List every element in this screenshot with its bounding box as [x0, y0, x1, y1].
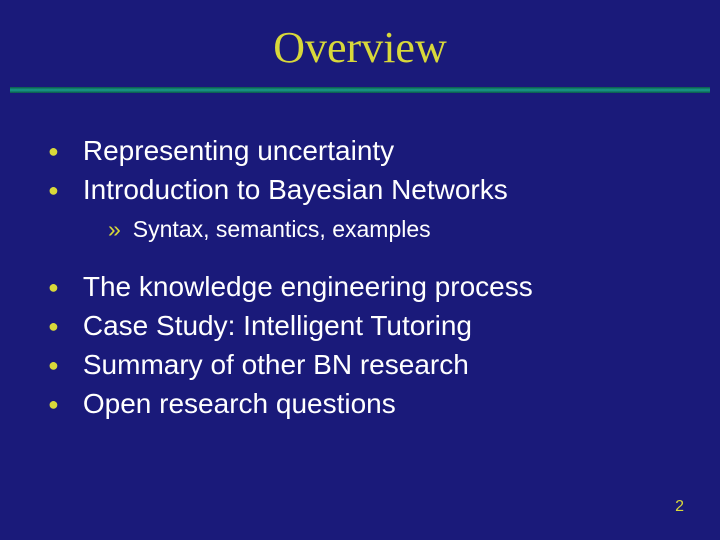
bullet-item: ● Representing uncertainty	[48, 133, 680, 168]
bullet-icon: ●	[48, 393, 59, 416]
bullet-text: Representing uncertainty	[83, 133, 394, 168]
bullet-item: ● Open research questions	[48, 386, 680, 421]
bullet-item: ● The knowledge engineering process	[48, 269, 680, 304]
slide-content: ● Representing uncertainty ● Introductio…	[0, 133, 720, 421]
page-number: 2	[675, 498, 684, 516]
bullet-text: Introduction to Bayesian Networks	[83, 172, 508, 207]
bullet-text: Case Study: Intelligent Tutoring	[83, 308, 472, 343]
slide: Overview ● Representing uncertainty ● In…	[0, 0, 720, 540]
bullet-item: ● Case Study: Intelligent Tutoring	[48, 308, 680, 343]
bullet-icon: ●	[48, 179, 59, 202]
bullet-text: The knowledge engineering process	[83, 269, 533, 304]
bullet-icon: ●	[48, 315, 59, 338]
sub-bullet-text: Syntax, semantics, examples	[133, 215, 431, 245]
bullet-text: Open research questions	[83, 386, 396, 421]
bullet-icon: ●	[48, 354, 59, 377]
bullet-item: ● Summary of other BN research	[48, 347, 680, 382]
bullet-item: ● Introduction to Bayesian Networks	[48, 172, 680, 207]
slide-title: Overview	[0, 0, 720, 87]
sub-bullet-item: » Syntax, semantics, examples	[108, 215, 680, 245]
title-divider	[10, 87, 710, 93]
bullet-text: Summary of other BN research	[83, 347, 469, 382]
bullet-icon: ●	[48, 140, 59, 163]
sub-bullet-icon: »	[108, 215, 121, 245]
bullet-icon: ●	[48, 276, 59, 299]
